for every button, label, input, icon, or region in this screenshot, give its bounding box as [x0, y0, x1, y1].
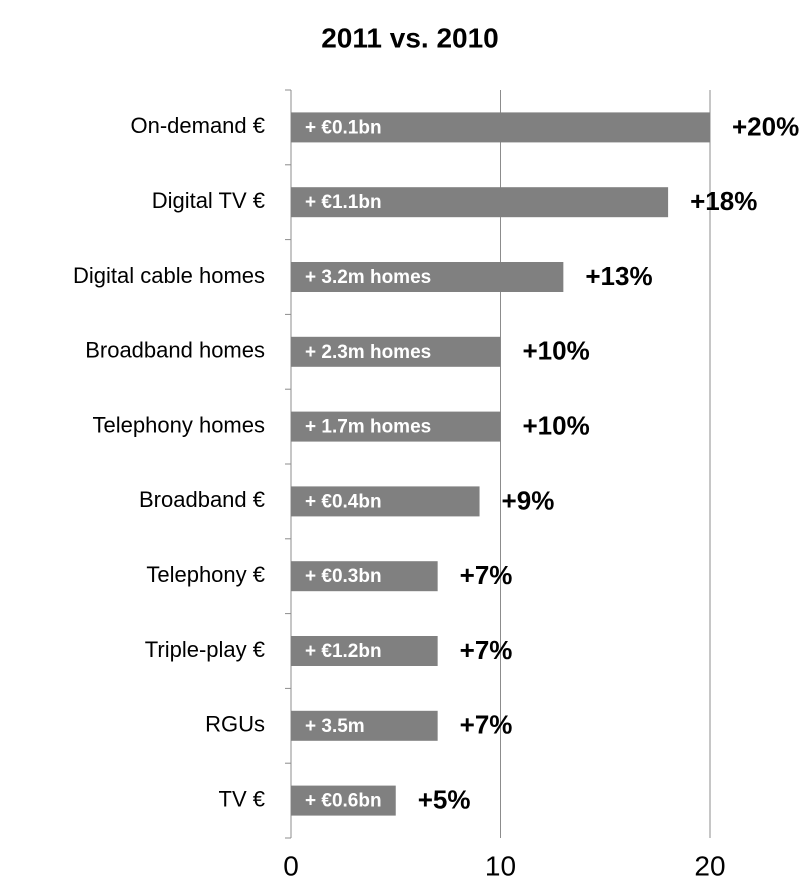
value-label: +7%: [460, 710, 513, 740]
bar-annotation: + 3.5m: [305, 716, 365, 737]
value-label: +20%: [732, 111, 799, 141]
value-label: +10%: [523, 410, 590, 440]
y-tick-label: Broadband homes: [85, 338, 265, 363]
bar: [291, 636, 438, 666]
y-tick-label: On-demand €: [130, 113, 265, 138]
y-tick-label: Telephony homes: [93, 412, 265, 437]
y-tick-label: Digital cable homes: [73, 263, 265, 288]
bar-annotation: + €1.1bn: [305, 192, 382, 213]
value-label: +10%: [523, 336, 590, 366]
bar-annotation: + 2.3m homes: [305, 342, 431, 363]
bar-annotation: + €1.2bn: [305, 641, 382, 662]
chart-title: 2011 vs. 2010: [321, 22, 499, 53]
bar: [291, 336, 501, 367]
x-tick-label: 0: [283, 850, 299, 881]
bar-annotation: + 1.7m homes: [305, 417, 431, 438]
y-tick-label: TV €: [219, 786, 265, 811]
value-label: +18%: [690, 186, 757, 216]
bar: [291, 187, 669, 218]
x-tick-label: 20: [694, 850, 725, 881]
value-label: +5%: [418, 784, 471, 814]
bar: [291, 262, 564, 292]
bar-annotation: + €0.6bn: [305, 791, 382, 812]
y-tick-label: Broadband €: [139, 487, 265, 512]
bar: [291, 486, 480, 517]
bar-annotation: + €0.4bn: [305, 491, 382, 512]
y-tick-label: Triple-play €: [145, 637, 265, 662]
bar: [291, 561, 438, 592]
bar-annotation: + €0.3bn: [305, 566, 382, 587]
bar-annotation: + €0.1bn: [305, 117, 382, 138]
y-tick-label: RGUs: [205, 712, 265, 737]
x-tick-label: 10: [485, 850, 516, 881]
y-tick-label: Telephony €: [146, 562, 265, 587]
value-label: +13%: [585, 261, 652, 291]
bar-annotation: + 3.2m homes: [305, 267, 431, 288]
value-label: +7%: [460, 635, 513, 665]
bar: [291, 112, 710, 143]
value-label: +7%: [460, 560, 513, 590]
y-tick-label: Digital TV €: [152, 188, 265, 213]
bar: [291, 710, 438, 741]
bar: [291, 411, 501, 442]
bar: [291, 785, 396, 816]
value-label: +9%: [502, 485, 555, 515]
